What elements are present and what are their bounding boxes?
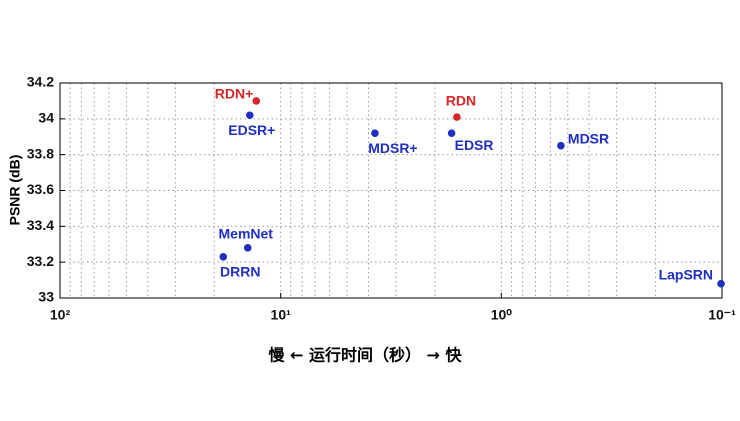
point-label: DRRN: [220, 263, 260, 279]
x-tick-label: 10¹: [271, 307, 292, 323]
point-label: MDSR: [568, 130, 609, 146]
point-label: LapSRN: [659, 266, 713, 282]
point: [371, 129, 379, 137]
point: [453, 113, 461, 121]
x-axis-label: 慢 ← 运行时间（秒） → 快: [268, 346, 462, 365]
point: [246, 111, 254, 120]
y-tick-label: 33: [38, 289, 54, 305]
point: [717, 279, 725, 288]
point: [252, 97, 261, 105]
y-axis-label: PSNR (dB): [7, 155, 23, 226]
y-tick-label: 33.4: [27, 217, 54, 233]
y-tick-label: 33.6: [27, 181, 54, 197]
point: [447, 129, 456, 137]
x-tick-label: 10⁻¹: [708, 307, 736, 323]
x-tick-label: 10²: [50, 307, 71, 323]
y-tick-label: 34.2: [27, 74, 54, 90]
point-label: MemNet: [219, 226, 274, 242]
y-tick-label: 33.2: [27, 253, 54, 269]
point-label: RDN+: [215, 86, 254, 102]
point-label: RDN: [446, 93, 476, 109]
point: [243, 244, 252, 252]
y-tick-label: 34: [38, 110, 54, 126]
point-label: MDSR+: [368, 140, 417, 156]
point-label: EDSR+: [228, 122, 275, 138]
point: [557, 141, 565, 150]
y-tick-label: 33.8: [27, 145, 54, 161]
plot-frame: [59, 82, 723, 299]
point: [219, 252, 228, 261]
point-label: EDSR: [455, 137, 494, 153]
x-tick-label: 10⁰: [491, 307, 513, 323]
